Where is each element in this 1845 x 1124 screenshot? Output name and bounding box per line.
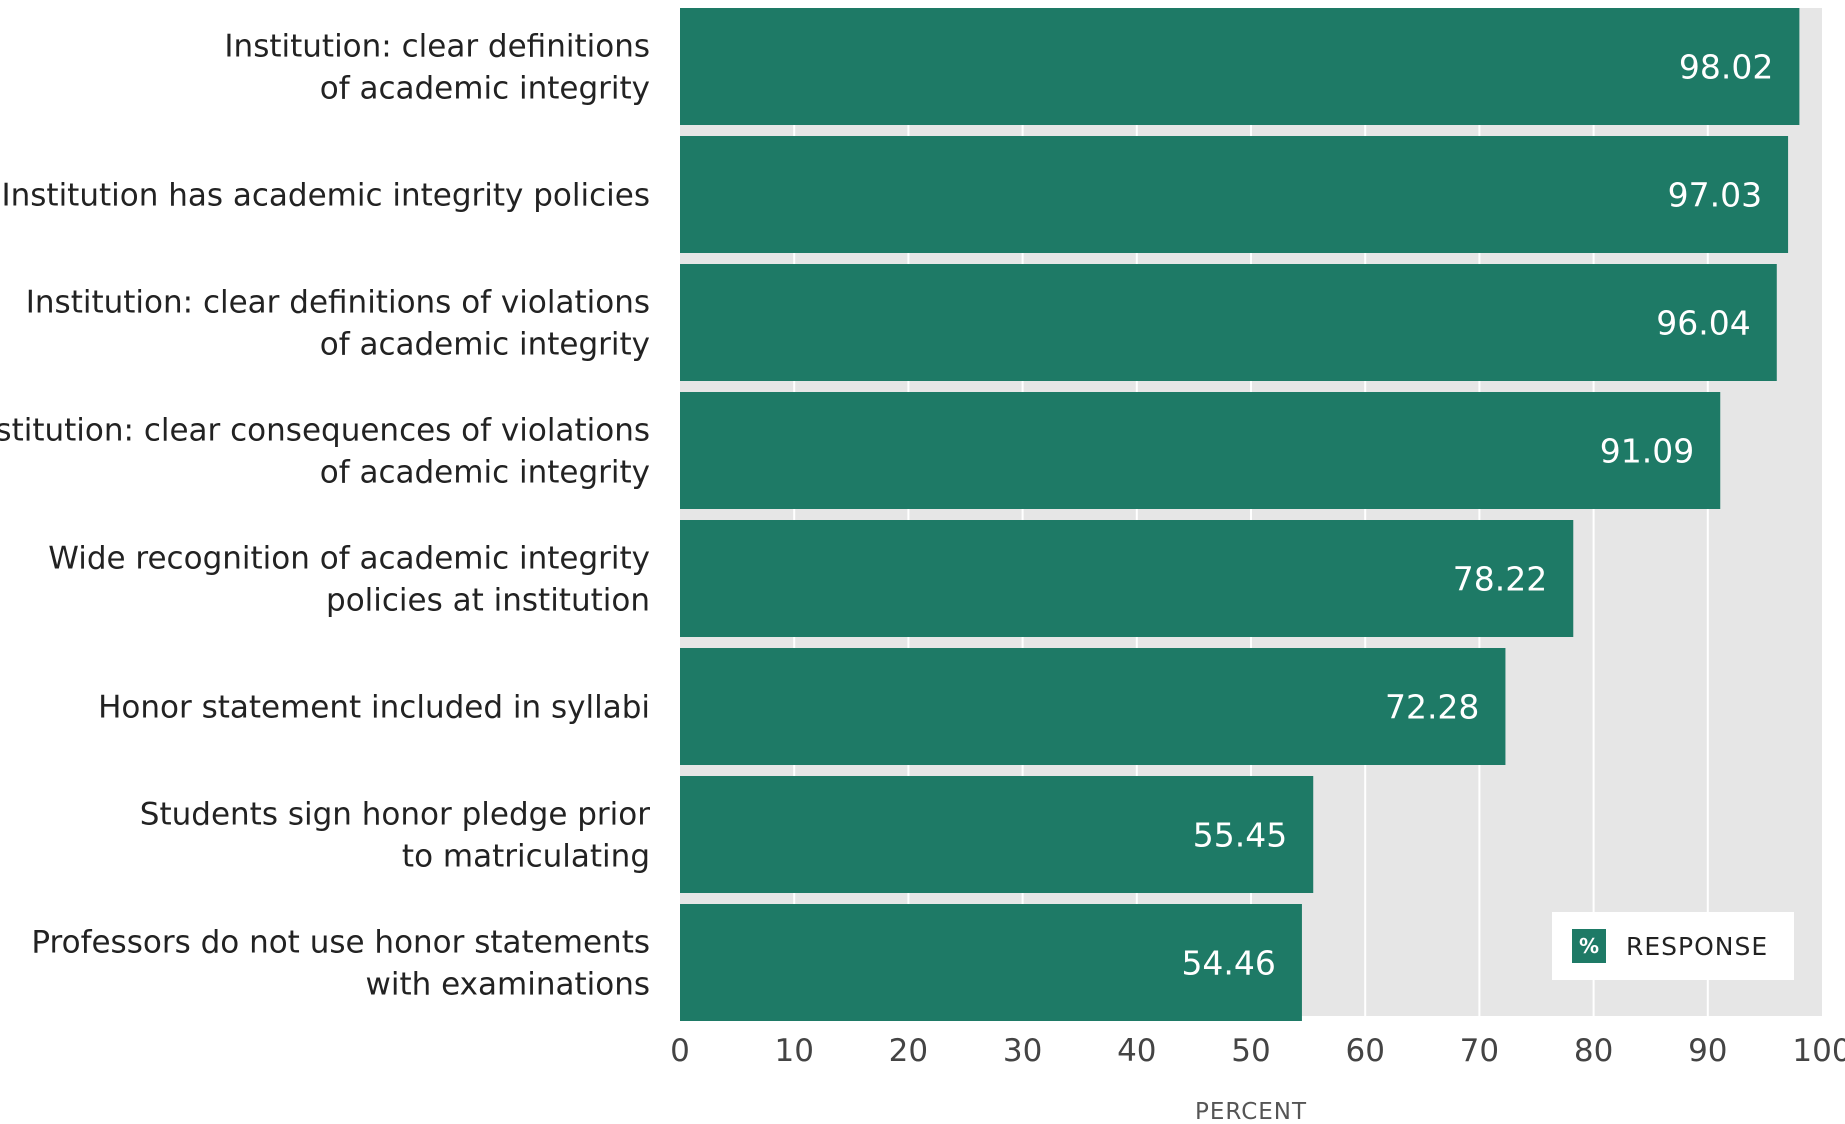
bar [680, 520, 1574, 637]
x-tick-label: 30 [1003, 1033, 1042, 1069]
category-label: Students sign honor pledge prior to matri… [140, 797, 650, 875]
bar-value-label: 54.46 [1181, 944, 1275, 983]
x-axis-ticks: 0 10 20 30 40 50 60 70 80 90 100 [670, 1033, 1845, 1069]
x-tick-label: 40 [1117, 1033, 1156, 1069]
x-tick-label: 70 [1460, 1033, 1499, 1069]
bars [680, 8, 1800, 1021]
category-label-line: of academic integrity [320, 455, 650, 491]
category-label-line: with examinations [366, 967, 650, 1003]
legend-label: RESPONSE [1626, 932, 1768, 961]
bar-value-label: 91.09 [1600, 432, 1694, 471]
category-label: Wide recognition of academic integrity po… [48, 541, 650, 619]
bar [680, 136, 1789, 253]
value-labels: 98.02 97.03 96.04 91.09 78.22 72.28 55.45 54.46 [1181, 48, 1773, 983]
bar [680, 648, 1506, 765]
bar [680, 264, 1777, 381]
bar [680, 8, 1800, 125]
bar [680, 392, 1721, 509]
legend-symbol: % [1579, 934, 1599, 958]
bar-value-label: 98.02 [1679, 48, 1773, 87]
category-label-line: Honor statement included in syllabi [98, 690, 650, 726]
bar-value-label: 72.28 [1385, 688, 1479, 727]
category-label-line: Institution: clear consequences of viola… [0, 413, 650, 449]
category-labels: Institution: clear definitions of academi… [0, 29, 650, 1003]
legend: % RESPONSE [1552, 912, 1794, 980]
category-label: Honor statement included in syllabi [98, 690, 650, 726]
bar [680, 776, 1314, 893]
category-label-line: Students sign honor pledge prior [140, 797, 650, 833]
x-tick-label: 90 [1688, 1033, 1727, 1069]
x-tick-label: 10 [774, 1033, 813, 1069]
x-tick-label: 100 [1792, 1033, 1845, 1069]
legend-swatch [1572, 929, 1606, 963]
category-label-line: Institution: clear definitions of violat… [26, 285, 650, 321]
category-label-line: Institution: clear definitions [224, 29, 650, 65]
category-label-line: Professors do not use honor statements [31, 925, 650, 961]
category-label-line: Institution has academic integrity polic… [1, 178, 650, 214]
category-label-line: to matriculating [402, 839, 650, 875]
x-tick-label: 0 [670, 1033, 690, 1069]
category-label-line: Wide recognition of academic integrity [48, 541, 650, 577]
bar-value-label: 78.22 [1453, 560, 1547, 599]
category-label-line: of academic integrity [320, 71, 650, 107]
category-label: Institution: clear consequences of viola… [0, 413, 650, 491]
category-label: Institution has academic integrity polic… [1, 178, 650, 214]
category-label: Professors do not use honor statements wi… [31, 925, 650, 1003]
x-tick-label: 60 [1345, 1033, 1384, 1069]
category-label-line: policies at institution [326, 583, 650, 619]
category-label: Institution: clear definitions of violat… [26, 285, 650, 363]
bar [680, 904, 1302, 1021]
bar-value-label: 97.03 [1668, 176, 1762, 215]
category-label-line: of academic integrity [320, 327, 650, 363]
x-tick-label: 50 [1231, 1033, 1270, 1069]
x-tick-label: 20 [889, 1033, 928, 1069]
category-label: Institution: clear definitions of academi… [224, 29, 650, 107]
x-axis-title: PERCENT [1195, 1099, 1307, 1124]
bar-value-label: 96.04 [1656, 304, 1750, 343]
bar-value-label: 55.45 [1193, 816, 1287, 855]
x-tick-label: 80 [1574, 1033, 1613, 1069]
